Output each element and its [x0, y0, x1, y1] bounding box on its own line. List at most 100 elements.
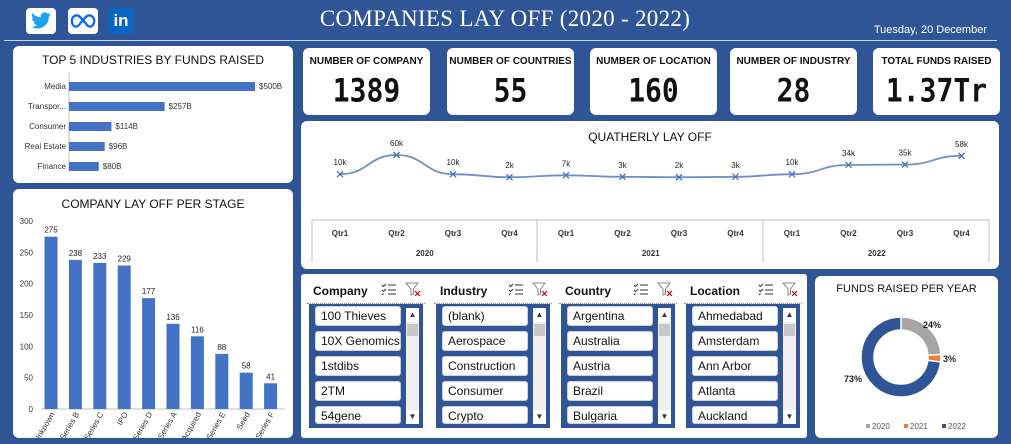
category-label: Series A — [156, 410, 179, 438]
quarter-label: Qtr1 — [784, 229, 801, 238]
slicer-item[interactable]: Consumer — [442, 381, 528, 401]
quarterly-layoff-title: QUATHERLY LAY OFF — [588, 130, 712, 144]
kpi-label: NUMBER OF COUNTRIES — [449, 56, 572, 67]
slicer-list: 100 Thieves 10X Genomics 1stdibs 2TM 54g… — [309, 304, 423, 428]
data-label: 24% — [923, 320, 941, 330]
legend-swatch — [904, 424, 908, 428]
kpi-value: 1389 — [332, 71, 401, 110]
bar — [69, 142, 105, 151]
slicer-item[interactable]: Bulgaria — [567, 406, 653, 424]
category-label: Series E — [205, 411, 228, 439]
slicer-item[interactable]: (blank) — [442, 306, 528, 326]
scroll-up-icon[interactable]: ▲ — [783, 308, 796, 322]
slicer-item[interactable]: Aerospace — [442, 331, 528, 351]
multi-select-icon[interactable] — [633, 282, 649, 296]
quarterly-layoff-card: QUATHERLY LAY OFF 10k 60k 10k 2k 7k 3k 2k 3k 10k… — [301, 121, 999, 269]
data-label: 41 — [266, 372, 275, 381]
multi-select-icon[interactable] — [508, 282, 524, 296]
slicer-item[interactable]: Austria — [567, 356, 653, 376]
kpi-value: 55 — [493, 71, 528, 110]
stage-layoff-card: COMPANY LAY OFF PER STAGE 0 50 100 150 200 25… — [13, 189, 293, 438]
funds-per-year-card: FUNDS RAISED PER YEAR 24% 3% 73% 2020 2021 20… — [815, 276, 998, 438]
year-label: 2020 — [416, 249, 434, 258]
twitter-icon[interactable] — [26, 8, 56, 34]
bar — [93, 262, 107, 409]
meta-icon[interactable] — [68, 8, 98, 34]
slicer-item[interactable]: Amsterdam — [692, 331, 778, 351]
slicer-item[interactable]: Auckland — [692, 406, 778, 424]
quarterly-layoff-chart: 10k 60k 10k 2k 7k 3k 2k 3k 10k 34k 35k 58k Qtr1 Qtr2 Q… — [311, 139, 990, 262]
data-label: 73% — [844, 374, 862, 384]
slicer-item[interactable]: Brazil — [567, 381, 653, 401]
bar — [142, 298, 156, 409]
scroll-up-icon[interactable]: ▲ — [658, 308, 671, 322]
slicer-item[interactable]: 54gene — [315, 406, 401, 424]
quarter-label: Qtr2 — [388, 229, 405, 238]
kpi-label: NUMBER OF LOCATION — [596, 56, 711, 67]
data-label: 2k — [505, 161, 514, 170]
slicer-list: Ahmedabad Amsterdam Ann Arbor Atlanta Au… — [686, 304, 800, 428]
slicer-scrollbar[interactable]: ▲ ▼ — [533, 308, 546, 424]
slicer-item[interactable]: Crypto — [442, 406, 528, 424]
slicer-item[interactable]: Argentina — [567, 306, 653, 326]
slicer-item[interactable]: Ahmedabad — [692, 306, 778, 326]
slicer-item[interactable]: 100 Thieves — [315, 306, 401, 326]
category-label: Series C — [82, 410, 105, 438]
y-tick-label: 0 — [29, 405, 34, 414]
slicer-item[interactable]: 10X Genomics — [315, 331, 401, 351]
bar — [117, 265, 131, 409]
slicer-item[interactable]: Construction — [442, 356, 528, 376]
scroll-up-icon[interactable]: ▲ — [406, 308, 419, 322]
data-label: 10k — [447, 158, 461, 167]
scroll-down-icon[interactable]: ▼ — [406, 410, 419, 424]
quarter-label: Qtr3 — [671, 229, 688, 238]
bar — [69, 162, 99, 171]
slicer-item[interactable]: 1stdibs — [315, 356, 401, 376]
kpi-label: NUMBER OF INDUSTRY — [736, 56, 851, 67]
clear-filter-icon[interactable] — [782, 282, 798, 296]
scroll-thumb[interactable] — [534, 324, 545, 336]
y-tick-label: 100 — [20, 342, 34, 351]
multi-select-icon[interactable] — [381, 282, 397, 296]
slicer-item[interactable]: 2TM — [315, 381, 401, 401]
scroll-thumb[interactable] — [784, 324, 795, 336]
slicer-item[interactable]: Ann Arbor — [692, 356, 778, 376]
category-label: Consumer — [29, 122, 66, 131]
scroll-up-icon[interactable]: ▲ — [533, 308, 546, 322]
data-point — [393, 151, 400, 159]
scroll-down-icon[interactable]: ▼ — [783, 410, 796, 424]
slicer-header: Location — [684, 276, 802, 304]
slicer-scrollbar[interactable]: ▲ ▼ — [658, 308, 671, 424]
slicer-title: Location — [690, 284, 740, 298]
data-label: 177 — [142, 287, 156, 296]
category-label: IPO — [115, 411, 130, 427]
scroll-thumb[interactable] — [659, 324, 670, 336]
scroll-thumb[interactable] — [407, 324, 418, 336]
y-tick-label: 250 — [20, 248, 34, 257]
slicer-scrollbar[interactable]: ▲ ▼ — [783, 308, 796, 424]
slicer-item[interactable]: Atlanta — [692, 381, 778, 401]
data-label: 10k — [786, 158, 800, 167]
category-label: Unknown — [32, 411, 56, 439]
data-point — [619, 173, 626, 181]
data-label: 136 — [166, 313, 180, 322]
stage-layoff-chart: 0 50 100 150 200 250 300 275 Unknown 238 Series B 2… — [20, 217, 285, 439]
bar — [190, 336, 204, 409]
linkedin-icon[interactable]: in — [108, 8, 134, 34]
scroll-down-icon[interactable]: ▼ — [533, 410, 546, 424]
bar — [69, 122, 112, 131]
slicer-scrollbar[interactable]: ▲ ▼ — [406, 308, 419, 424]
clear-filter-icon[interactable] — [657, 282, 673, 296]
data-label: $96B — [109, 142, 128, 151]
quarter-label: Qtr4 — [501, 229, 518, 238]
clear-filter-icon[interactable] — [532, 282, 548, 296]
scroll-down-icon[interactable]: ▼ — [658, 410, 671, 424]
multi-select-icon[interactable] — [758, 282, 774, 296]
data-label: 34k — [842, 149, 856, 158]
data-label: 3% — [943, 354, 956, 364]
top-industries-card: TOP 5 INDUSTRIES BY FUNDS RAISED Media $5… — [13, 46, 293, 183]
year-label: 2022 — [868, 249, 886, 258]
clear-filter-icon[interactable] — [405, 282, 421, 296]
slicer-item[interactable]: Australia — [567, 331, 653, 351]
kpi-card-location: NUMBER OF LOCATION 160 — [590, 48, 717, 115]
